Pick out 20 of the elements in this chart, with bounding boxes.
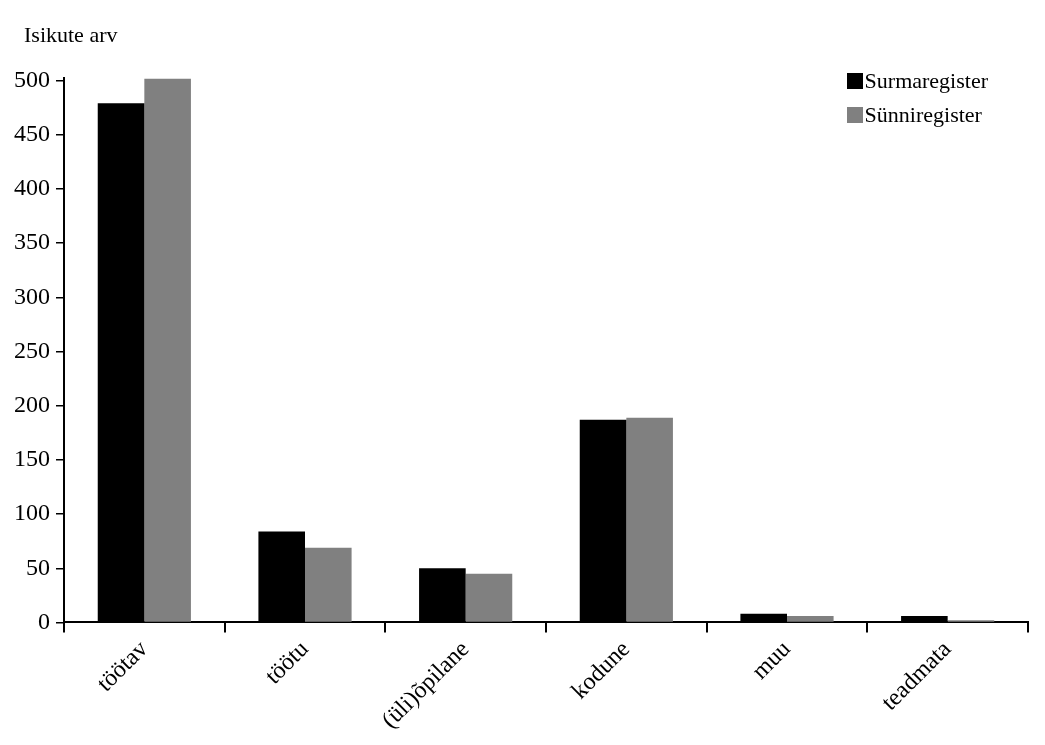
y-axis-title: Isikute arv <box>24 22 118 48</box>
bar <box>465 573 513 622</box>
bar <box>305 547 352 622</box>
y-tick-label: 50 <box>26 553 50 580</box>
y-tick-label: 300 <box>14 282 50 309</box>
bar <box>626 417 673 622</box>
legend-label: Sünniregister <box>864 102 982 128</box>
y-tick-label: 150 <box>14 445 50 472</box>
y-tick-label: 500 <box>14 65 50 92</box>
legend-label: Surmaregister <box>864 68 988 94</box>
bar <box>144 78 191 622</box>
y-tick-label: 400 <box>14 174 50 201</box>
y-tick-label: 200 <box>14 391 50 417</box>
y-tick-label: 350 <box>14 228 50 255</box>
y-tick-label: 100 <box>14 499 50 526</box>
x-tick-label: muu <box>746 635 795 684</box>
y-tick-label: 0 <box>38 607 50 634</box>
y-tick-label: 450 <box>14 120 50 147</box>
y-tick-label: 250 <box>14 336 50 363</box>
bar <box>787 615 834 622</box>
